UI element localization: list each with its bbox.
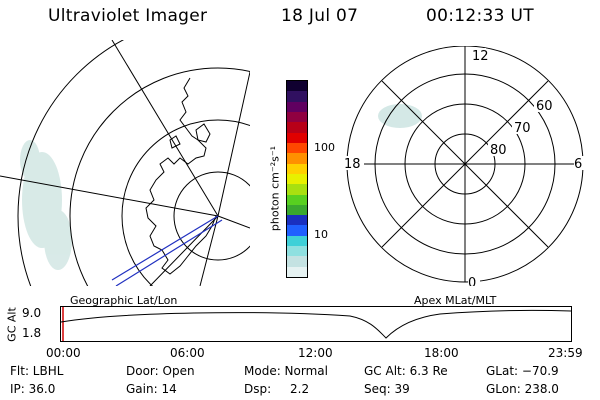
colorbar-swatch [287, 91, 307, 102]
gc-alt-info: GC Alt: 6.3 Re [364, 364, 448, 378]
colorbar-tick-100: 100 [314, 141, 335, 154]
mlat-label-80: 80 [490, 143, 507, 158]
colorbar-swatch [287, 204, 307, 216]
colorbar-swatch [287, 163, 307, 174]
colorbar-swatch [287, 173, 307, 185]
alt-ytick-1-8: 1.8 [22, 326, 42, 340]
seq-info: Seq: 39 [364, 382, 410, 396]
apex-caption: Apex MLat/MLT [414, 294, 497, 307]
colorbar-swatch [287, 246, 307, 257]
gain-info: Gain: 14 [126, 382, 177, 396]
time-label: 00:12:33 UT [426, 6, 534, 26]
colorbar-swatch [287, 184, 307, 195]
mode-info: Mode: Normal [244, 364, 328, 378]
geo-lat-circle [173, 171, 250, 261]
colorbar-swatch [287, 266, 307, 277]
geographic-caption: Geographic Lat/Lon [70, 294, 178, 307]
colorbar-swatch [287, 256, 307, 267]
glat-info: GLat: −70.9 [486, 364, 559, 378]
alt-xtick-1200: 12:00 [298, 346, 333, 360]
date-label: 18 Jul 07 [281, 6, 359, 26]
dsp-label: Dsp: [244, 382, 272, 396]
geo-meridian [111, 40, 219, 217]
mlt-label-12: 12 [472, 49, 489, 64]
alt-xtick-0000: 00:00 [46, 346, 81, 360]
geo-lat-circle [121, 119, 250, 286]
filter-info: Flt: LBHL [10, 364, 64, 378]
mlt-label-6: 6 [574, 157, 582, 172]
colorbar-swatch [287, 235, 307, 247]
colorbar-swatch [287, 101, 307, 112]
mlat-label-60: 60 [536, 99, 553, 114]
geo-meridian [217, 71, 250, 217]
orbit-track [111, 215, 219, 281]
dsp-value: 2.2 [290, 382, 310, 396]
altitude-curve [60, 309, 572, 339]
colorbar-tick-10: 10 [314, 228, 328, 241]
geo-meridian [0, 175, 219, 217]
colorbar [286, 80, 308, 278]
coastline [195, 123, 211, 143]
alt-axis-label: GC Alt [5, 307, 19, 342]
geo-meridian [217, 215, 250, 229]
colorbar-swatch [287, 225, 307, 236]
apex-polar-plot: 12 0 18 6 60 70 80 [344, 46, 586, 286]
colorbar-swatch [287, 153, 307, 164]
colorbar-swatch [287, 142, 307, 154]
altitude-strip-plot [60, 306, 572, 342]
alt-xtick-0600: 06:00 [170, 346, 205, 360]
geographic-map [0, 40, 250, 286]
door-info: Door: Open [126, 364, 195, 378]
colorbar-swatch [287, 81, 307, 92]
colorbar-swatch [287, 194, 307, 205]
mlt-meridian [381, 80, 549, 248]
instrument-title: Ultraviolet Imager [48, 6, 208, 26]
ip-info: IP: 36.0 [10, 382, 56, 396]
colorbar-swatch [287, 215, 307, 226]
mlt-label-18: 18 [344, 157, 361, 172]
colorbar-swatch [287, 122, 307, 133]
mlt-label-0: 0 [468, 276, 476, 286]
orbit-track [115, 219, 223, 286]
geo-meridian [149, 215, 219, 286]
colorbar-swatch [287, 132, 307, 143]
coastline [145, 77, 217, 275]
glon-info: GLon: 238.0 [486, 382, 559, 396]
alt-xtick-2359: 23:59 [548, 346, 583, 360]
colorbar-unit-label: photon cm⁻²s⁻¹ [268, 145, 282, 232]
alt-xtick-1800: 18:00 [424, 346, 459, 360]
geo-lat-circle [69, 67, 250, 286]
alt-ytick-9: 9.0 [22, 306, 42, 320]
aurora-emission [20, 140, 72, 270]
geo-lat-circle [17, 40, 125, 286]
mlat-label-70: 70 [514, 121, 531, 136]
coastline [169, 135, 181, 149]
colorbar-swatch [287, 112, 307, 123]
geo-meridian [199, 215, 219, 286]
